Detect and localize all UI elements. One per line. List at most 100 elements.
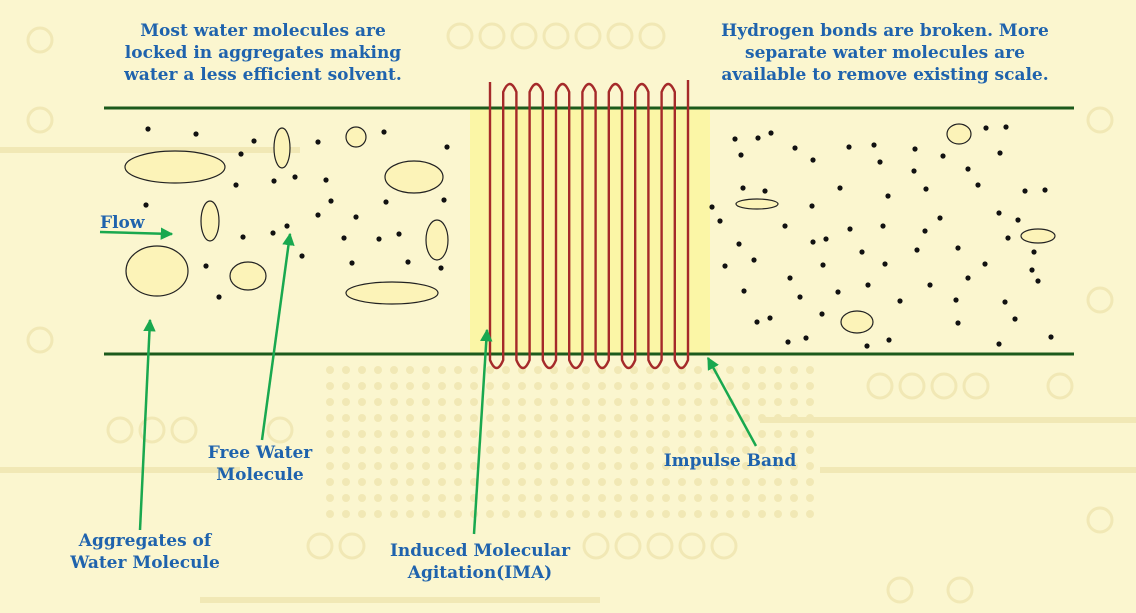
pattern-dot <box>438 398 446 406</box>
pattern-dot <box>614 430 622 438</box>
pattern-dot <box>774 478 782 486</box>
pattern-dot <box>358 430 366 438</box>
water-aggregate <box>345 126 367 148</box>
water-molecule <box>441 197 447 203</box>
pattern-dot <box>582 366 590 374</box>
pattern-dot <box>374 382 382 390</box>
pattern-dot <box>454 430 462 438</box>
pattern-dot <box>326 414 334 422</box>
pattern-dot <box>582 414 590 422</box>
pattern-dot <box>758 430 766 438</box>
water-aggregate <box>425 219 449 261</box>
pattern-dot <box>758 366 766 374</box>
water-molecule <box>768 130 774 136</box>
water-molecule <box>315 212 321 218</box>
note-right-line: Hydrogen bonds are broken. More <box>721 21 1049 41</box>
note-right-line: available to remove existing scale. <box>721 65 1049 85</box>
pattern-dot <box>694 446 702 454</box>
pattern-dot <box>358 478 366 486</box>
flow-label: Flow <box>100 212 145 234</box>
pattern-dot <box>454 446 462 454</box>
pattern-dot <box>470 414 478 422</box>
pattern-dot <box>710 414 718 422</box>
pattern-dot <box>614 494 622 502</box>
pattern-dot <box>422 398 430 406</box>
water-molecule <box>882 261 888 267</box>
pattern-dot <box>598 478 606 486</box>
pattern-dot <box>502 430 510 438</box>
pattern-dot <box>582 478 590 486</box>
pattern-dot <box>534 462 542 470</box>
water-molecule <box>762 188 768 194</box>
pattern-dot <box>806 494 814 502</box>
flow-arrow <box>99 227 174 240</box>
pattern-dot <box>454 462 462 470</box>
pattern-dot <box>790 398 798 406</box>
pattern-ring <box>898 372 926 400</box>
pattern-dot <box>694 430 702 438</box>
pattern-dot <box>630 462 638 470</box>
water-molecule <box>820 262 826 268</box>
water-aggregate <box>200 200 220 242</box>
pattern-dot <box>774 398 782 406</box>
pattern-dot <box>326 478 334 486</box>
water-molecule <box>738 152 744 158</box>
pattern-ring <box>866 372 894 400</box>
pattern-dot <box>694 478 702 486</box>
pattern-dot <box>470 366 478 374</box>
pattern-dot <box>326 494 334 502</box>
pattern-dot <box>518 510 526 518</box>
pattern-dot <box>454 398 462 406</box>
pattern-dot <box>582 494 590 502</box>
pattern-dot <box>614 478 622 486</box>
water-molecule <box>937 215 943 221</box>
water-molecule <box>767 315 773 321</box>
pattern-dot <box>518 478 526 486</box>
pattern-dot <box>326 366 334 374</box>
pattern-dot <box>454 494 462 502</box>
aggregates-label-line: Aggregates of <box>78 531 212 551</box>
pattern-ring <box>678 532 706 560</box>
pattern-ring <box>962 372 990 400</box>
aggregates-arrow <box>138 318 156 531</box>
pattern-dot <box>710 494 718 502</box>
pattern-dot <box>358 510 366 518</box>
note-left-line: locked in aggregates making <box>124 43 402 63</box>
water-molecule <box>143 202 149 208</box>
water-molecule <box>787 275 793 281</box>
pattern-dot <box>374 366 382 374</box>
pattern-dot <box>678 398 686 406</box>
water-molecule <box>865 282 871 288</box>
pattern-dot <box>614 462 622 470</box>
water-molecule <box>982 261 988 267</box>
pattern-dot <box>438 366 446 374</box>
pattern-ring <box>646 532 674 560</box>
water-molecule <box>846 144 852 150</box>
pattern-dot <box>582 462 590 470</box>
pattern-dot <box>550 494 558 502</box>
pattern-dot <box>710 430 718 438</box>
pattern-dot <box>726 414 734 422</box>
water-molecule <box>754 319 760 325</box>
water-molecule <box>859 249 865 255</box>
pattern-dot <box>326 462 334 470</box>
pattern-dot <box>438 510 446 518</box>
pattern-dot <box>630 446 638 454</box>
water-molecule <box>1035 278 1041 284</box>
pattern-dot <box>630 398 638 406</box>
pattern-dot <box>550 478 558 486</box>
water-molecule <box>983 125 989 131</box>
water-molecule <box>376 236 382 242</box>
pattern-dot <box>806 430 814 438</box>
pattern-ring <box>574 22 602 50</box>
pattern-ring <box>582 532 610 560</box>
pattern-dot <box>406 366 414 374</box>
water-molecule <box>886 337 892 343</box>
pattern-dot <box>390 366 398 374</box>
note-right-line: separate water molecules are <box>745 43 1025 63</box>
pattern-ring <box>606 22 634 50</box>
pattern-dot <box>486 510 494 518</box>
water-molecule <box>782 223 788 229</box>
pattern-dot <box>662 430 670 438</box>
pattern-ring <box>446 22 474 50</box>
